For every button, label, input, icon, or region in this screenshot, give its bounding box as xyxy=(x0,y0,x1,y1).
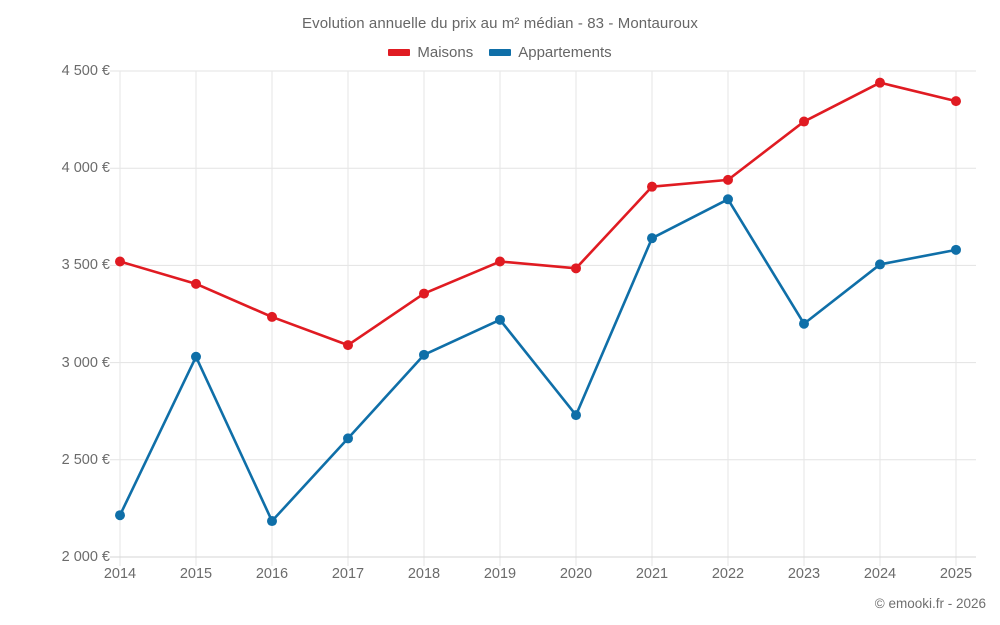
x-axis-tick-label: 2019 xyxy=(483,566,517,582)
x-axis-tick-label: 2018 xyxy=(407,566,441,582)
legend-label-maisons: Maisons xyxy=(417,44,474,61)
legend-label-appartements: Appartements xyxy=(518,44,612,61)
y-axis-tick-label: 2 000 € xyxy=(61,549,110,565)
data-point-maisons-2024[interactable] xyxy=(875,77,885,88)
data-point-maisons-2015[interactable] xyxy=(191,278,201,289)
data-point-maisons-2017[interactable] xyxy=(343,340,353,351)
data-point-maisons-2021[interactable] xyxy=(647,181,657,192)
y-axis-tick-label: 2 500 € xyxy=(61,451,110,468)
data-point-maisons-2019[interactable] xyxy=(495,256,505,267)
data-point-appartements-2022[interactable] xyxy=(723,194,733,205)
y-axis-tick-label: 4 500 € xyxy=(61,63,110,79)
data-point-appartements-2015[interactable] xyxy=(191,351,201,362)
data-point-maisons-2022[interactable] xyxy=(723,174,733,185)
data-point-maisons-2016[interactable] xyxy=(267,311,277,322)
series-line-appartements xyxy=(118,198,958,523)
x-axis-tick-label: 2016 xyxy=(255,566,289,582)
legend-item-appartements[interactable]: Appartements xyxy=(489,44,612,61)
y-axis-tick-label: 3 500 € xyxy=(61,257,110,274)
data-point-appartements-2014[interactable] xyxy=(115,510,125,521)
y-axis-tick-label: 4 000 € xyxy=(61,160,110,177)
x-axis-tick-label: 2015 xyxy=(179,566,213,582)
chart-legend: Maisons Appartements xyxy=(0,44,1000,61)
data-point-maisons-2020[interactable] xyxy=(571,263,581,274)
data-point-appartements-2024[interactable] xyxy=(875,259,885,270)
data-point-maisons-2023[interactable] xyxy=(799,116,809,127)
data-point-appartements-2019[interactable] xyxy=(495,314,505,325)
data-point-appartements-2025[interactable] xyxy=(951,244,961,255)
x-axis-tick-label: 2022 xyxy=(711,566,745,582)
data-point-appartements-2020[interactable] xyxy=(571,410,581,421)
chart-title: Evolution annuelle du prix au m² médian … xyxy=(302,15,698,32)
x-axis-tick-label: 2025 xyxy=(939,566,973,582)
legend-swatch-maisons xyxy=(388,49,411,56)
data-point-appartements-2023[interactable] xyxy=(799,318,809,329)
x-axis-tick-label: 2017 xyxy=(331,566,365,582)
data-point-maisons-2025[interactable] xyxy=(951,96,961,107)
data-point-maisons-2014[interactable] xyxy=(115,256,125,267)
x-axis-tick-label: 2020 xyxy=(559,566,593,582)
legend-item-maisons[interactable]: Maisons xyxy=(388,44,473,61)
y-axis-tick-label: 3 000 € xyxy=(61,354,110,371)
data-point-maisons-2018[interactable] xyxy=(419,288,429,299)
x-axis-tick-label: 2021 xyxy=(635,566,669,582)
x-axis-tick-label: 2023 xyxy=(787,566,821,582)
legend-swatch-appartements xyxy=(489,49,512,56)
data-point-appartements-2018[interactable] xyxy=(419,349,429,360)
x-axis-tick-label: 2024 xyxy=(863,566,897,582)
x-axis-tick-label: 2014 xyxy=(103,566,137,582)
series-line-maisons xyxy=(118,81,958,347)
data-point-appartements-2016[interactable] xyxy=(267,516,277,527)
data-point-appartements-2021[interactable] xyxy=(647,233,657,244)
copyright-credit: © emooki.fr - 2026 xyxy=(874,596,986,611)
data-point-appartements-2017[interactable] xyxy=(343,433,353,444)
